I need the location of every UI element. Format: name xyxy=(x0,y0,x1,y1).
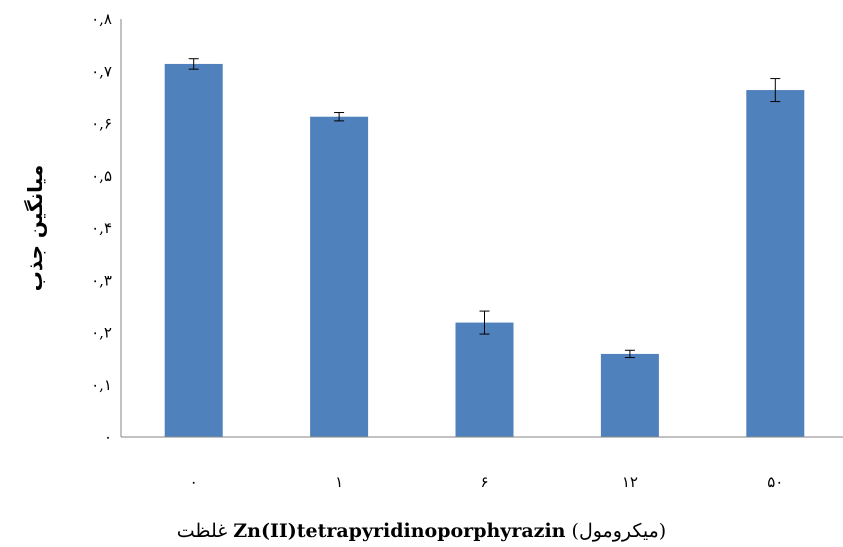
x-tick-label: ۵٠ xyxy=(767,473,783,491)
error-bar xyxy=(334,112,345,122)
x-tick-label: ١٢ xyxy=(622,473,638,491)
error-bar xyxy=(624,349,635,359)
bar xyxy=(746,90,805,437)
bar xyxy=(164,63,223,438)
y-tick-label: ٠,۵ xyxy=(91,167,112,185)
y-tick-label: ٠ xyxy=(104,428,112,446)
x-axis-title-unit: (میکرومول) xyxy=(565,520,667,542)
x-tick-labels: ٠ ١ ۶ ١٢ ۵٠ xyxy=(190,473,784,491)
y-tick-label: ٠,٢ xyxy=(91,324,112,342)
error-bars xyxy=(188,58,781,359)
x-axis-title: غلظت Zn(II)tetrapyridinoporphyrazin (میک… xyxy=(0,520,843,542)
error-bar xyxy=(188,58,199,70)
error-bar xyxy=(479,310,490,335)
bar xyxy=(310,116,369,438)
bar xyxy=(455,322,514,437)
y-tick-label: ٠,٣ xyxy=(91,271,112,289)
x-axis-title-compound: Zn(II)tetrapyridinoporphyrazin xyxy=(233,520,566,542)
y-tick-label: ٠,١ xyxy=(91,376,112,394)
y-tick-labels: ٠ ٠,١ ٠,٢ ٠,٣ ٠,۴ ٠,۵ ٠,۶ ٠,٧ ٠,٨ xyxy=(91,10,112,446)
x-tick-label: ٠ xyxy=(190,473,198,491)
y-axis-title: میانگین جذب xyxy=(23,165,47,291)
x-tick-label: ۶ xyxy=(480,473,488,491)
bars xyxy=(164,63,805,438)
y-tick-label: ٠,۴ xyxy=(91,219,112,237)
x-axis-title-prefix: غلظت xyxy=(176,520,234,542)
error-bar xyxy=(770,78,781,103)
y-tick-label: ٠,٧ xyxy=(91,62,112,80)
bar xyxy=(600,353,659,437)
x-tick-label: ١ xyxy=(335,473,343,491)
y-tick-label: ٠,٨ xyxy=(91,10,112,28)
y-tick-label: ٠,۶ xyxy=(91,115,112,133)
